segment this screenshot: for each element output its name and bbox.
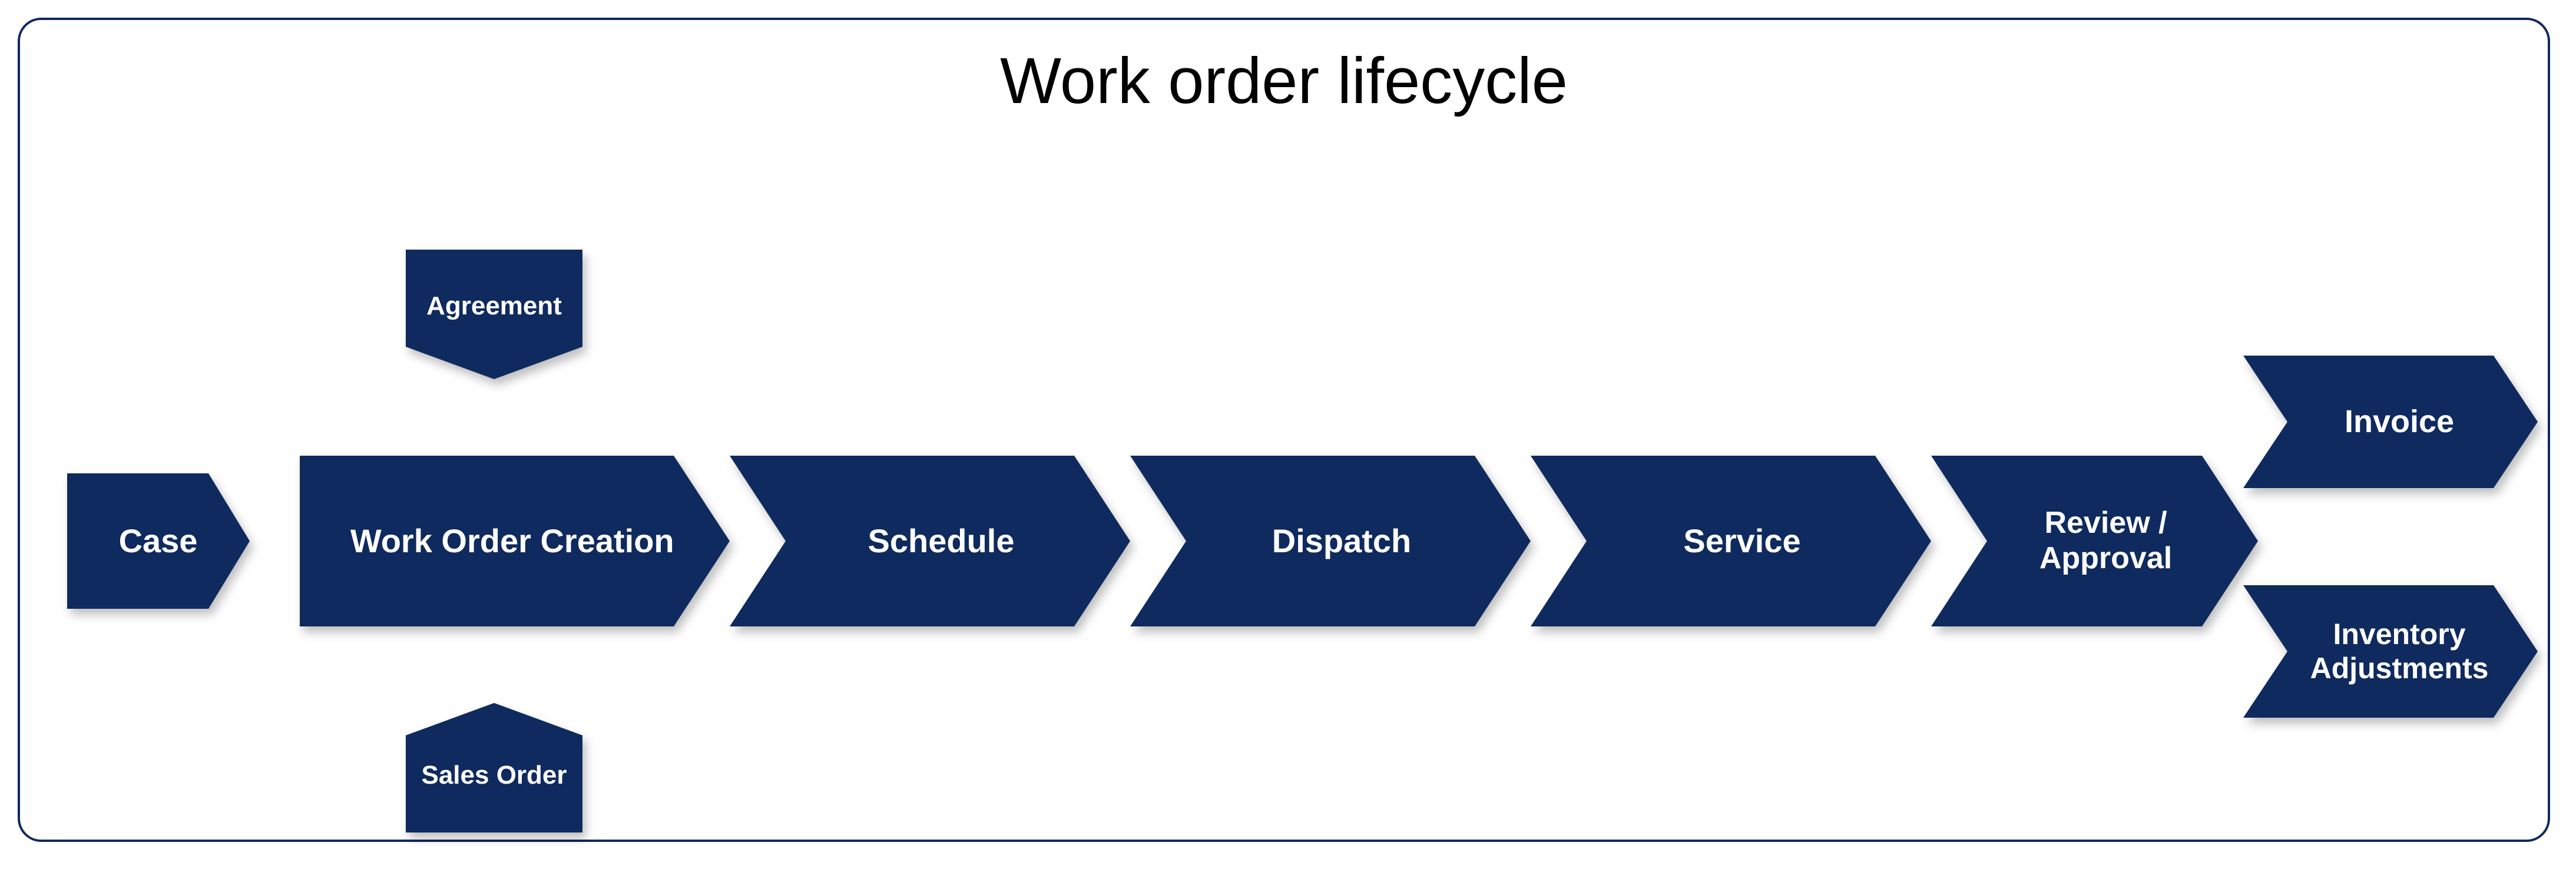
node-dispatch: Dispatch [1130,456,1531,626]
node-woc: Work Order Creation [300,456,730,626]
node-agreement: Agreement [406,250,582,379]
node-review: Review /Approval [1931,456,2258,626]
node-agreement-label: Agreement [406,250,582,379]
diagram-title: Work order lifecycle [20,44,2548,118]
node-woc-label: Work Order Creation [300,456,730,626]
node-service-label: Service [1531,456,1931,626]
node-dispatch-label: Dispatch [1130,456,1531,626]
node-case: Case [67,473,250,609]
node-inventory-label: InventoryAdjustments [2243,585,2538,718]
node-sales: Sales Order [406,703,582,832]
node-invoice: Invoice [2243,356,2538,488]
node-sales-label: Sales Order [406,703,582,832]
diagram-frame: Work order lifecycle Case Agreement Sales … [18,18,2550,842]
node-case-label: Case [67,473,250,609]
node-invoice-label: Invoice [2243,356,2538,488]
node-inventory: InventoryAdjustments [2243,585,2538,718]
node-service: Service [1531,456,1931,626]
node-schedule-label: Schedule [730,456,1130,626]
node-schedule: Schedule [730,456,1130,626]
node-review-label: Review /Approval [1931,456,2258,626]
